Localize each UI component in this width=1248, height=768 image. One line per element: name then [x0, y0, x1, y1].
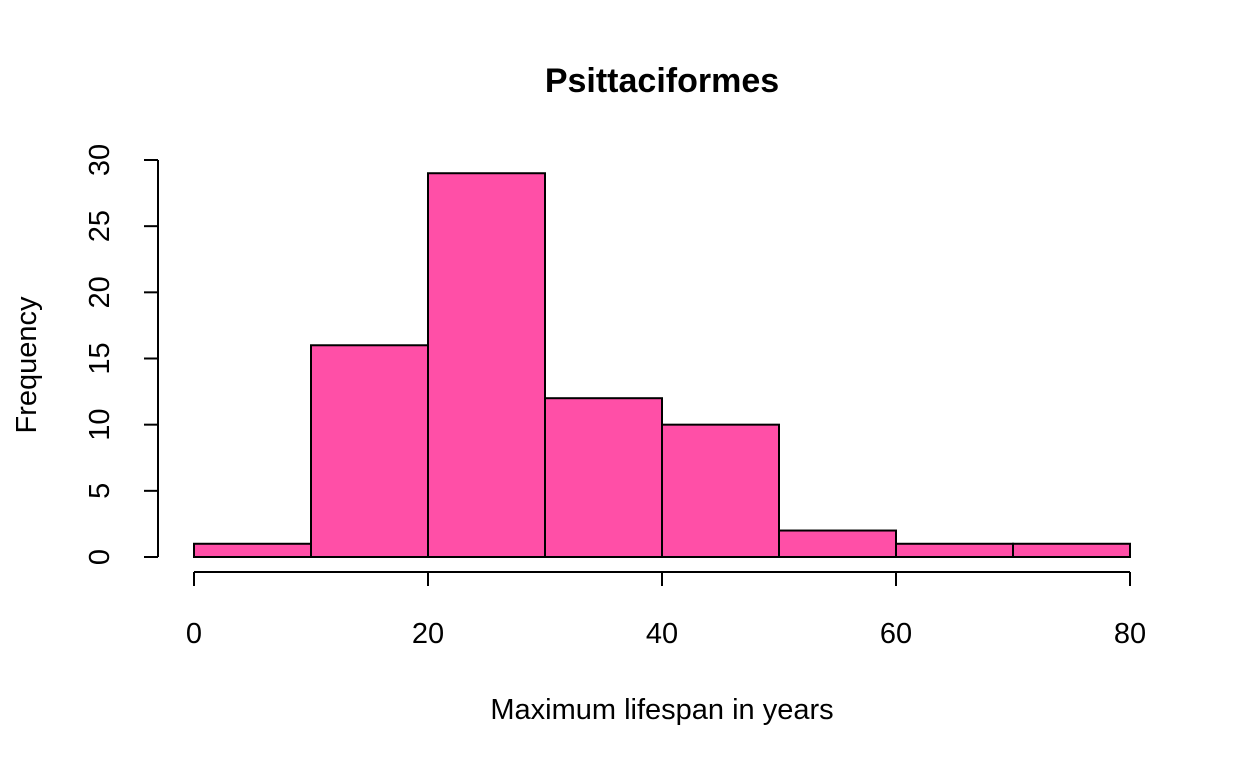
histogram-bar-1 [310, 344, 429, 558]
chart-title: Psittaciformes [545, 62, 779, 100]
x-tick-label-4: 80 [1114, 618, 1146, 650]
y-tick-label-0: 0 [84, 549, 116, 565]
x-tick-label-2: 40 [646, 618, 678, 650]
x-axis-label: Maximum lifespan in years [490, 694, 833, 726]
histogram-bar-3 [544, 397, 663, 559]
y-tick-label-1: 5 [84, 483, 116, 499]
y-axis: 0 5 10 15 20 25 30 [84, 144, 159, 565]
histogram-bar-2 [427, 172, 546, 558]
histogram-bar-4 [661, 423, 780, 558]
x-tick-label-1: 20 [412, 618, 444, 650]
histogram-bar-7 [1012, 542, 1131, 558]
x-axis: 0 20 40 60 80 [186, 571, 1146, 650]
x-tick-label-3: 60 [880, 618, 912, 650]
histogram-bar-5 [778, 529, 897, 558]
y-tick-label-5: 25 [84, 210, 116, 242]
y-axis-label: Frequency [11, 296, 43, 434]
y-tick-label-2: 10 [84, 409, 116, 441]
histogram-bar-0 [193, 542, 312, 558]
y-tick-label-6: 30 [84, 144, 116, 176]
histogram-bar-6 [895, 542, 1014, 558]
y-tick-label-4: 20 [84, 276, 116, 308]
bars-group [193, 172, 1131, 559]
x-tick-label-0: 0 [186, 618, 202, 650]
y-tick-label-3: 15 [84, 342, 116, 374]
